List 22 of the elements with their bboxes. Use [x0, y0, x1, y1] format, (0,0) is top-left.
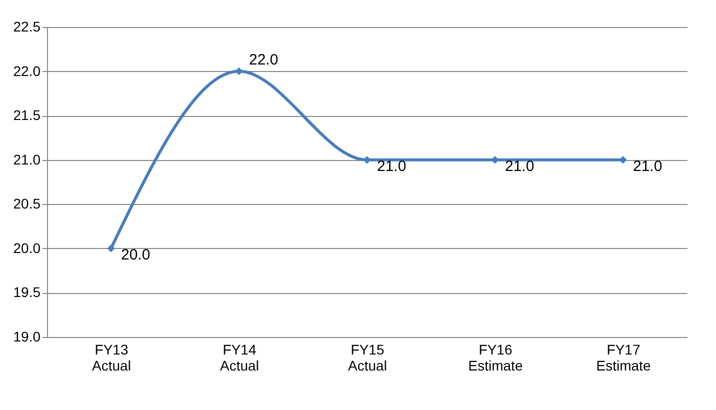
data-label: 20.0: [121, 246, 150, 264]
y-tick-label: 19.0: [13, 328, 41, 344]
x-tick-label: FY17 Estimate: [596, 342, 651, 374]
point: [107, 244, 115, 252]
data-label: 22.0: [249, 51, 278, 68]
x-tick-label: FY13 Actual: [92, 342, 131, 374]
y-tick-label: 19.5: [13, 284, 41, 300]
point: [491, 156, 499, 164]
x-tick-label: FY16 Estimate: [468, 342, 523, 374]
y-tick-label: 20.5: [13, 196, 41, 212]
y-tick-label: 21.0: [13, 151, 41, 168]
data-label: 21.0: [633, 158, 662, 175]
y-tick-label: 20.0: [13, 240, 41, 256]
x-tick-label: FY14 Actual: [220, 342, 259, 374]
point: [363, 156, 371, 164]
x-tick-label: FY15 Actual: [348, 342, 387, 374]
y-tick-label: 22.5: [13, 18, 41, 34]
y-tick-label: 22.0: [13, 62, 41, 79]
point: [619, 156, 627, 164]
y-tick-label: 21.5: [13, 107, 41, 124]
data-label: 21.0: [377, 158, 406, 175]
data-label: 21.0: [505, 158, 534, 175]
